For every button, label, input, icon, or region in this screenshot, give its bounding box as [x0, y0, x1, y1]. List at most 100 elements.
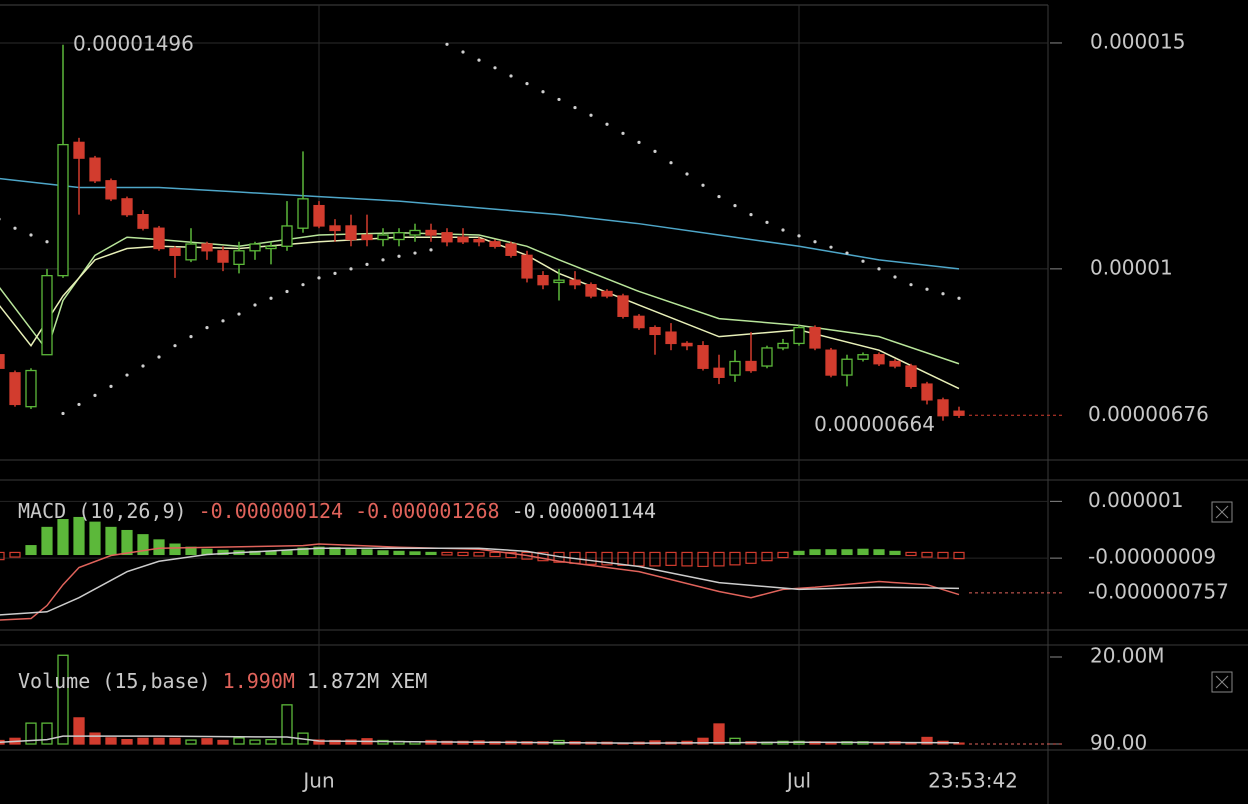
macd-histogram-bar [169, 543, 181, 556]
legend-unit: XEM [391, 669, 427, 693]
candle-body [793, 326, 805, 345]
candle-body [729, 360, 741, 376]
volume-bar [57, 654, 69, 745]
sar-dot [797, 234, 801, 238]
macd-histogram-bar [809, 549, 821, 556]
macd-histogram-bar [713, 551, 725, 567]
macd-histogram-bar [473, 551, 485, 557]
volume-bar [233, 737, 245, 745]
candle-body [217, 250, 229, 263]
candle-body [361, 234, 373, 241]
y-tick-label: -0.00000009 [1088, 545, 1216, 569]
sar-dot [429, 248, 433, 252]
y-tick-label: 0.000001 [1088, 488, 1183, 512]
sar-dot [605, 122, 609, 126]
volume-bar [281, 704, 293, 745]
candle-body [521, 254, 533, 279]
candle-body [633, 315, 645, 329]
volume-bar [313, 739, 325, 745]
volume-bar [137, 737, 149, 745]
candle-body [329, 225, 341, 232]
candle-body [857, 354, 869, 360]
macd-histogram-bar [905, 551, 917, 557]
volume-bar [265, 738, 277, 745]
candle-body [25, 369, 37, 408]
sar-dot [61, 411, 65, 416]
sar-dot [525, 82, 529, 86]
candle-body [457, 236, 469, 243]
macd-histogram-bar [937, 551, 949, 559]
candle-body [873, 354, 885, 365]
macd-histogram-bar [105, 526, 117, 556]
candle-body [185, 243, 197, 261]
candle-body [585, 284, 597, 297]
candle-body [905, 365, 917, 388]
sar-dot [861, 259, 865, 263]
x-tick-label: Jul [785, 769, 811, 793]
macd-histogram-bar [217, 549, 229, 556]
sar-dot [941, 292, 945, 296]
macd-histogram-bar [921, 551, 933, 558]
y-tick-label: 90.00 [1090, 730, 1147, 754]
candle-body [121, 198, 133, 216]
y-tick-label: 20.00M [1090, 644, 1165, 668]
last-value-label: 0.00000676 [1088, 402, 1209, 426]
volume-bar [25, 722, 37, 745]
macd-histogram-bar [281, 549, 293, 556]
sar-dot [45, 240, 49, 244]
candle-body [201, 243, 213, 252]
legend-value: -0.000001268 [355, 499, 500, 523]
sar-dot [157, 355, 161, 359]
clock: 23:53:42 [928, 769, 1018, 793]
sar-dot [0, 217, 1, 221]
candle-body [825, 349, 837, 376]
candle-body [809, 326, 821, 349]
candle-body [249, 243, 261, 252]
sar-dot [893, 275, 897, 279]
sar-dot [141, 364, 145, 368]
sar-dot [189, 335, 193, 339]
sar-dot [477, 58, 481, 62]
macd-histogram-bar [617, 551, 629, 566]
sar-dot [813, 240, 817, 244]
legend-value: -0.000000124 [199, 499, 344, 523]
sar-dot [957, 296, 961, 300]
macd-histogram-bar [457, 551, 469, 557]
close-button[interactable] [1211, 671, 1233, 693]
sar-dot [829, 245, 833, 249]
sar-dot [301, 283, 305, 287]
macd-histogram-bar [57, 519, 69, 556]
sar-dot [365, 262, 369, 266]
candle-body [73, 141, 85, 159]
candle-body [57, 143, 69, 277]
macd-histogram-bar [697, 551, 709, 568]
sar-dot [413, 251, 417, 255]
legend: Volume (15,base) 1.990M 1.872M XEM [18, 669, 427, 693]
macd-histogram-bar [681, 551, 693, 567]
macd-histogram-bar [537, 551, 549, 562]
volume-bar [345, 739, 357, 745]
macd-histogram-bar [889, 550, 901, 556]
sar-dot [877, 267, 881, 271]
volume-bar [169, 737, 181, 745]
macd-histogram-bar [585, 551, 597, 565]
line-series [0, 735, 960, 744]
volume-bar [249, 739, 261, 745]
macd-histogram-bar [761, 551, 773, 562]
candle-body [777, 342, 789, 349]
macd-histogram-bar [793, 550, 805, 556]
sar-dot [29, 233, 33, 237]
volume-bar [713, 723, 725, 745]
sar-dot [541, 90, 545, 94]
sar-dot [701, 183, 705, 187]
volume-bar [201, 738, 213, 745]
macd-histogram-bar [313, 546, 325, 556]
line-series [0, 543, 960, 621]
sar-dot [637, 140, 641, 144]
sar-dot [397, 254, 401, 258]
candle-body [377, 234, 389, 241]
macd-histogram-bar [121, 529, 133, 556]
close-button[interactable] [1211, 501, 1233, 523]
candle-body [489, 241, 501, 247]
